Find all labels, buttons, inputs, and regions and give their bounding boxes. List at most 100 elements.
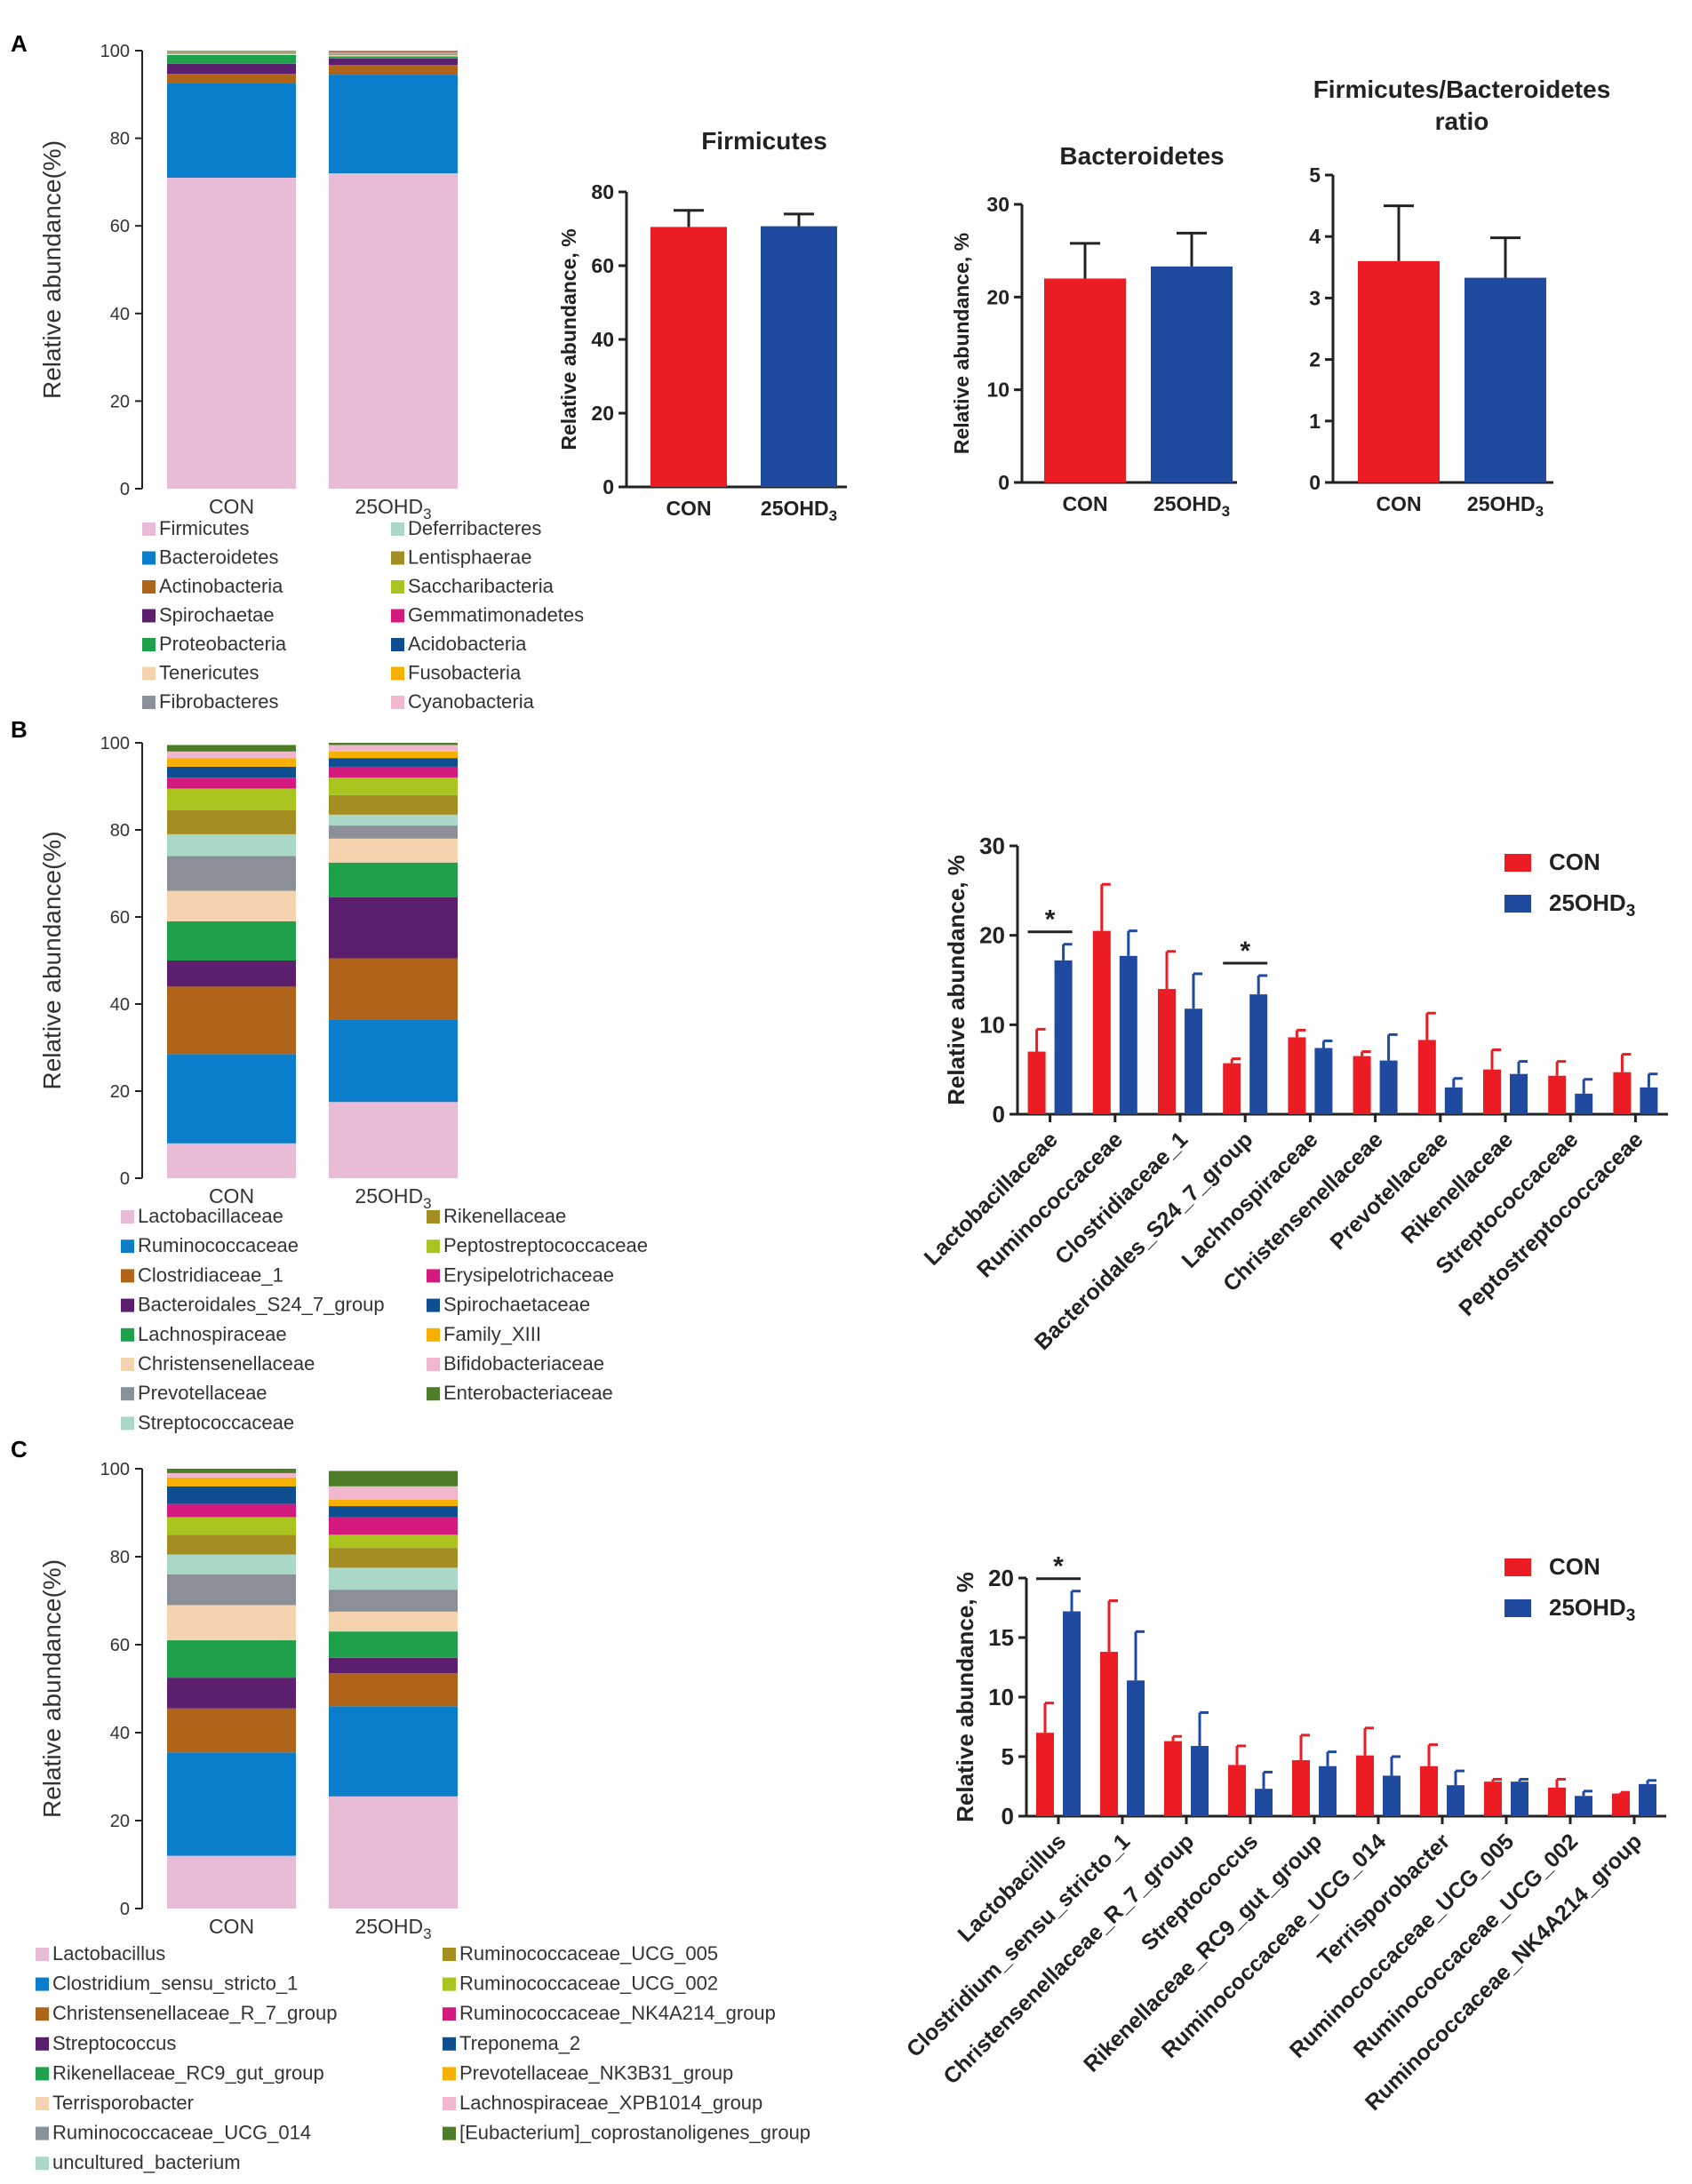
legend-label: Bacteroidetes xyxy=(159,546,279,569)
legend-swatch xyxy=(142,609,156,623)
legend-label: Spirochaetae xyxy=(159,604,275,626)
y-tick-label: 30 xyxy=(979,833,1005,859)
panel-label-c: C xyxy=(11,1436,28,1463)
legend-swatch xyxy=(1504,1599,1531,1617)
y-tick-label: 100 xyxy=(100,1460,130,1479)
y-tick-label: 15 xyxy=(988,1624,1014,1651)
y-axis-label: Relative abundance(%) xyxy=(38,140,66,399)
legend-label: Spirochaetaceae xyxy=(443,1294,590,1316)
y-tick-label: 0 xyxy=(993,1101,1005,1128)
legend-label: Acidobacteria xyxy=(408,633,527,655)
bar-segment-actinobacteria xyxy=(329,65,458,76)
bar-segment-streptococcus xyxy=(167,1678,296,1709)
legend-label: Lachnospiraceae xyxy=(138,1323,287,1345)
legend-swatch xyxy=(427,1269,440,1283)
legend-label: Streptococcaceae xyxy=(138,1411,294,1433)
legend-swatch xyxy=(427,1298,440,1312)
bar-segment-uncultured_bacterium xyxy=(329,1567,458,1590)
legend-label: Ruminococcaceae_UCG_002 xyxy=(459,1973,718,1995)
bar-segment-lachnospiraceae_xpb1014_group xyxy=(167,1472,296,1478)
legend-label: Proteobacteria xyxy=(159,633,287,655)
bar-25ohd3 xyxy=(1575,1796,1592,1816)
bar-segment-fibrobacteres xyxy=(167,52,296,54)
legend-swatch xyxy=(443,2037,456,2051)
bar-25ohd3 xyxy=(761,226,837,487)
bar-segment-streptococcaceae xyxy=(329,814,458,826)
y-tick-label: 100 xyxy=(100,734,130,753)
bar-25ohd3 xyxy=(1127,1680,1145,1816)
y-tick-label: 10 xyxy=(986,379,1010,402)
legend-swatch xyxy=(36,2126,49,2140)
bar-25ohd3 xyxy=(1255,1789,1273,1816)
x-tick-label: 25OHD3 xyxy=(355,1915,431,1942)
y-tick-label: 40 xyxy=(110,305,130,324)
legend-swatch xyxy=(36,2067,49,2081)
bar-segment-ruminococcaceae xyxy=(167,1054,296,1144)
y-tick-label: 10 xyxy=(988,1684,1014,1710)
legend-swatch xyxy=(121,1298,134,1312)
legend-label: Lachnospiraceae_XPB1014_group xyxy=(459,2092,762,2114)
legend-swatch xyxy=(1504,854,1531,872)
legend-label: Fusobacteria xyxy=(408,662,522,684)
bar-25ohd3 xyxy=(1054,960,1073,1114)
y-tick-label: 0 xyxy=(120,1900,130,1919)
bar-con xyxy=(1417,1040,1436,1114)
bar-segment-christensenellaceae xyxy=(167,890,296,921)
legend-label: Lactobacillaceae xyxy=(138,1205,283,1227)
bar-segment-prevotellaceae xyxy=(167,856,296,891)
x-tick-label: CON xyxy=(209,495,254,518)
bar-segment-bifidobacteriaceae xyxy=(329,745,458,752)
legend-swatch xyxy=(443,2007,456,2021)
bar-segment-clostridium_sensu_stricto_1 xyxy=(329,1706,458,1797)
bar-segment-[eubacterium]_coprostanoligenes_group xyxy=(167,1469,296,1473)
bar-segment-enterobacteriaceae xyxy=(167,745,296,752)
bar-segment-christensenellaceae_r_7_group xyxy=(167,1708,296,1753)
bar-segment-lactobacillaceae xyxy=(329,1102,458,1178)
bar-25ohd3 xyxy=(1191,1745,1209,1816)
bar-segment-family_xiii xyxy=(167,758,296,767)
bar-segment-bacteroidetes xyxy=(329,75,458,174)
bar-con xyxy=(1292,1760,1310,1816)
bar-segment-clostridiaceae_1 xyxy=(329,958,458,1020)
legend-swatch xyxy=(391,638,404,651)
bar-25ohd3 xyxy=(1640,1087,1658,1114)
legend-label: Bifidobacteriaceae xyxy=(443,1352,604,1375)
bar-segment-clostridium_sensu_stricto_1 xyxy=(167,1752,296,1856)
bar-segment-lactobacillus xyxy=(167,1855,296,1909)
bar-25ohd3 xyxy=(1447,1785,1465,1816)
y-axis-label: Relative abundance, % xyxy=(557,228,580,450)
legend-label: Prevotellaceae_NK3B31_group xyxy=(459,2061,733,2084)
y-axis-label: Relative abundance, % xyxy=(950,233,973,454)
bar-segment-lachnospiraceae xyxy=(329,862,458,897)
bar-con xyxy=(1288,1037,1306,1114)
bar-25ohd3 xyxy=(1465,277,1546,482)
bar-segment-bacteroidetes xyxy=(167,83,296,178)
bar-segment-bifidobacteriaceae xyxy=(167,751,296,759)
bar-con xyxy=(1100,1652,1118,1816)
y-tick-label: 20 xyxy=(988,1565,1014,1591)
x-tick-label: 25OHD3 xyxy=(1153,492,1230,520)
bar-segment-ruminococcaceae_ucg_002 xyxy=(329,1534,458,1549)
legend-label: CON xyxy=(1549,1553,1600,1580)
bar-segment-terrisporobacter xyxy=(329,1611,458,1632)
y-tick-label: 20 xyxy=(110,392,130,411)
bar-segment-firmicutes xyxy=(167,177,296,489)
bar-con xyxy=(1164,1741,1182,1816)
bar-segment-proteobacteria xyxy=(329,56,458,59)
legend-swatch xyxy=(142,522,156,536)
bar-segment-prevotellaceae xyxy=(329,825,458,839)
chart-title: Firmicutes/Bacteroidetes xyxy=(1313,76,1611,103)
y-tick-label: 0 xyxy=(120,480,130,499)
x-tick-label: Streptococcus xyxy=(1137,1829,1264,1956)
legend-swatch xyxy=(427,1239,440,1254)
bar-segment-lactobacillus xyxy=(329,1796,458,1909)
legend-swatch xyxy=(391,609,404,623)
legend-swatch xyxy=(36,2007,49,2021)
bar-segment-prevotellaceae_nk3b31_group xyxy=(167,1477,296,1487)
legend-label: Tenericutes xyxy=(159,662,259,684)
significance-marker: * xyxy=(1053,1552,1064,1582)
bar-25ohd3 xyxy=(1444,1087,1463,1114)
legend-swatch xyxy=(36,2037,49,2051)
bar-segment-terrisporobacter xyxy=(167,1605,296,1641)
legend-swatch xyxy=(1504,1558,1531,1576)
